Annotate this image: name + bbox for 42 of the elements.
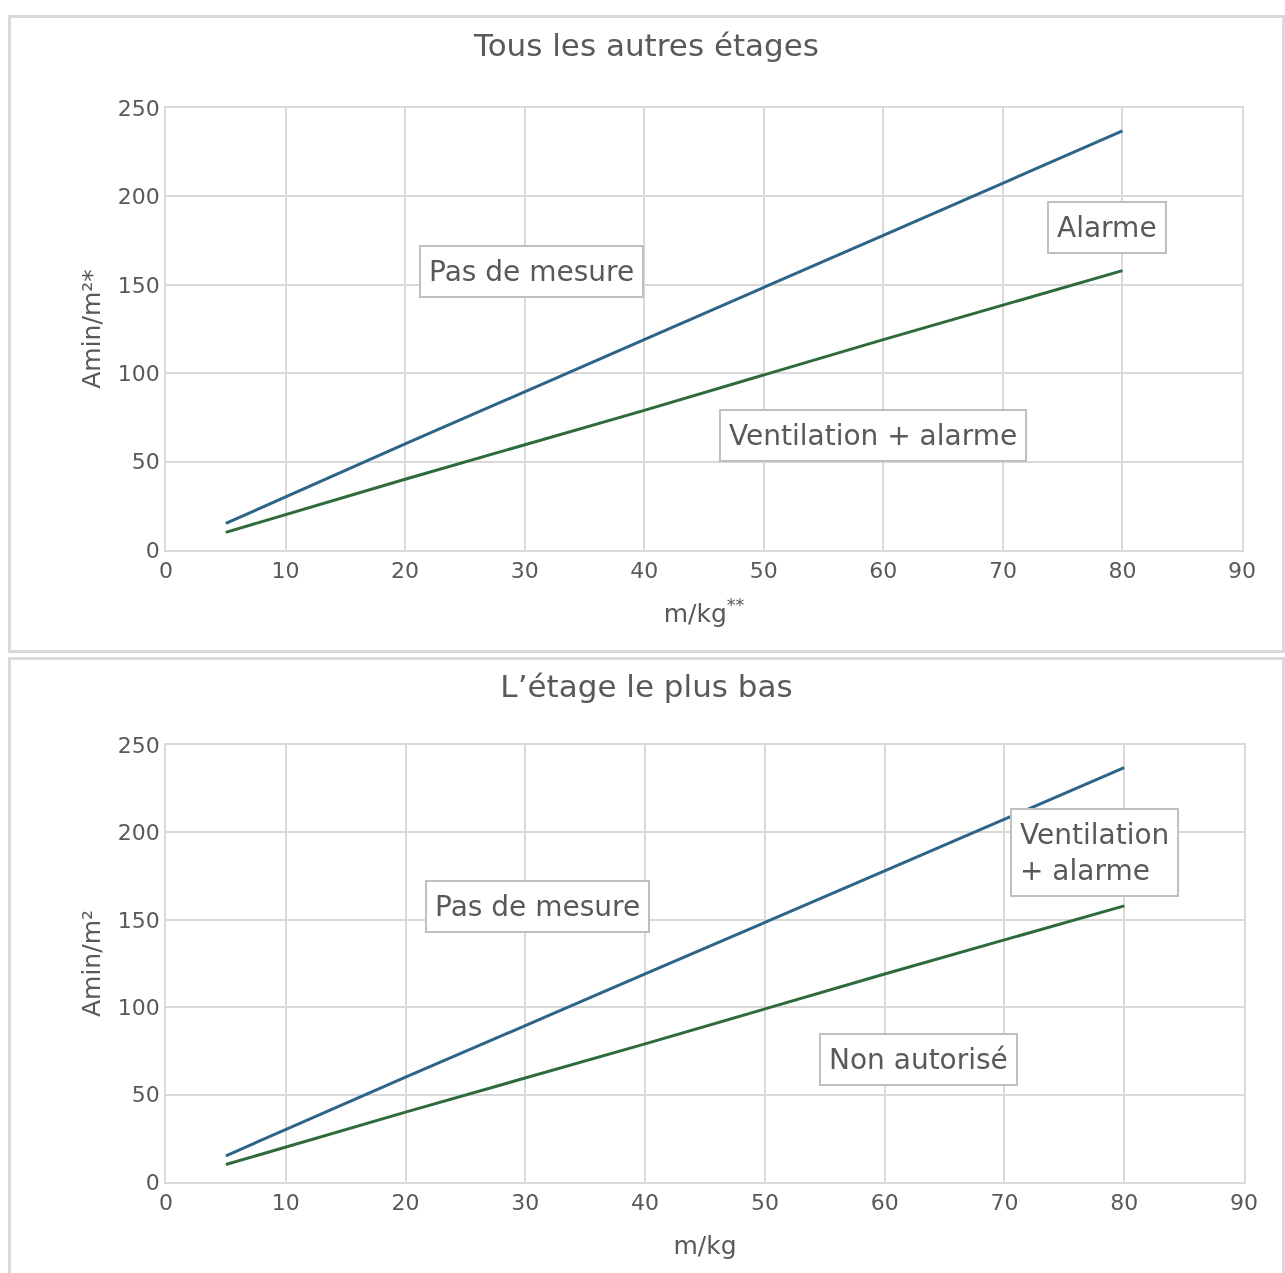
y-tick-label: 50 [131, 1082, 160, 1108]
y-tick-label: 50 [131, 449, 160, 475]
y-tick-label: 200 [117, 184, 160, 210]
y-axis-title: Amin/m² [77, 909, 107, 1018]
x-tick-label: 10 [271, 1190, 300, 1216]
y-tick-label: 250 [117, 95, 160, 121]
x-tick-label: 70 [990, 1190, 1019, 1216]
x-tick-label: 80 [1108, 558, 1137, 584]
y-tick-label: 150 [117, 272, 160, 298]
chart-title: Tous les autres étages [472, 26, 820, 63]
x-tick-label: 90 [1228, 558, 1256, 584]
x-tick-label: 10 [271, 558, 300, 584]
y-tick-label: 0 [145, 537, 160, 563]
annotation: Ventilation + alarme [729, 419, 1018, 452]
y-tick-label: 250 [117, 732, 160, 758]
y-tick-label: 100 [117, 994, 160, 1020]
y-tick-label: 100 [117, 360, 160, 386]
x-tick-label: 20 [391, 1190, 420, 1216]
x-tick-label: 70 [988, 558, 1017, 584]
x-tick-label: 20 [391, 558, 420, 584]
x-tick-label: 30 [511, 1190, 540, 1216]
x-axis-title: m/kg [673, 1230, 737, 1260]
chart-title: L’étage le plus bas [500, 668, 793, 705]
annotation: Non autorisé [829, 1043, 1008, 1076]
x-tick-label: 60 [869, 558, 898, 584]
x-tick-label: 30 [510, 558, 539, 584]
x-axis-title: m/kg$^{**}$ [663, 595, 745, 628]
x-tick-label: 50 [750, 1190, 779, 1216]
x-tick-label: 40 [630, 558, 659, 584]
x-tick-label: 90 [1230, 1190, 1258, 1216]
annotation: Alarme [1057, 211, 1157, 244]
annotation: Pas de mesure [429, 255, 635, 288]
y-tick-label: 0 [145, 1169, 160, 1195]
y-tick-label: 150 [117, 907, 160, 933]
annotation: Pas de mesure [435, 890, 641, 923]
y-axis-title: Amin/m²* [77, 269, 107, 389]
annotation: Ventilation + alarme [1020, 818, 1170, 888]
x-tick-label: 40 [631, 1190, 660, 1216]
x-tick-label: 60 [870, 1190, 899, 1216]
x-tick-label: 50 [749, 558, 778, 584]
x-tick-label: 80 [1110, 1190, 1139, 1216]
y-tick-label: 200 [117, 820, 160, 846]
